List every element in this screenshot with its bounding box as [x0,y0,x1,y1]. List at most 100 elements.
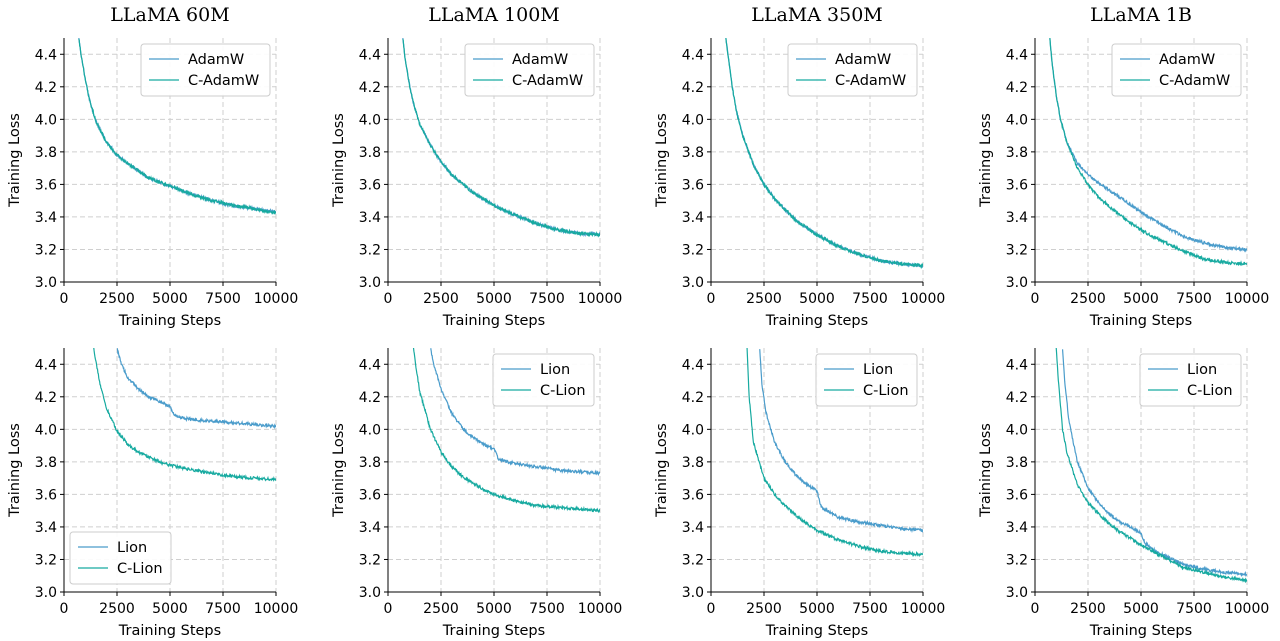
subplot-8: 0 2500 5000 7500 10000 3.0 3.2 3.4 3.6 3.8 4.0 4.2 4… [978,348,1269,639]
legend-box [140,43,271,97]
y-tick-label: 3.8 [359,455,381,471]
y-tick-label: 3.4 [682,520,704,536]
y-axis-label: Training Loss [654,423,670,518]
series-line-c-adamw [402,39,600,238]
y-tick-label: 4.2 [359,80,381,96]
legend-label: Lion [863,362,893,378]
legend-label: C-Lion [863,383,909,399]
y-tick-label: 3.8 [1006,455,1028,471]
x-tick-label: 2500 [423,601,459,617]
y-tick-label: 4.4 [35,47,57,63]
y-tick-label: 3.2 [682,242,704,258]
y-tick-label: 3.8 [682,145,704,161]
x-axis-label: Training Steps [1089,623,1192,639]
x-tick-label: 10000 [578,601,623,617]
y-tick-label: 4.2 [35,390,57,406]
y-axis-label: Training Loss [7,113,23,208]
y-tick-label: 4.0 [359,422,381,438]
y-tick-label: 4.0 [35,112,57,128]
x-tick-label: 10000 [1225,601,1270,617]
legend: AdamW C-AdamW [464,43,595,97]
y-tick-label: 3.6 [1006,487,1028,503]
x-tick-label: 2500 [1070,291,1106,307]
x-tick-label: 10000 [1225,291,1270,307]
x-tick-label: 2500 [99,601,135,617]
y-tick-label: 3.6 [35,487,57,503]
x-tick-label: 7500 [852,291,888,307]
y-tick-label: 3.2 [1006,242,1028,258]
y-tick-label: 3.4 [35,520,57,536]
series-line-c-adamw [78,38,276,215]
legend-label: C-AdamW [512,73,583,89]
legend-box [787,43,918,97]
y-tick-label: 4.0 [1006,112,1028,128]
y-tick-label: 4.4 [35,357,57,373]
subplot-1: 0 2500 5000 7500 10000 3.0 3.2 3.4 3.6 3.8 4.0 4.2 4… [7,4,298,329]
legend-label: AdamW [512,52,568,68]
x-tick-label: 2500 [423,291,459,307]
subplot-6: 0 2500 5000 7500 10000 3.0 3.2 3.4 3.6 3.8 4.0 4.2 4… [331,348,623,639]
series-line-c-adamw [725,38,923,270]
x-tick-label: 10000 [901,291,946,307]
x-tick-label: 7500 [852,601,888,617]
y-tick-label: 3.4 [1006,520,1028,536]
chart-title: LLaMA 1B [1090,4,1192,26]
legend-label: Lion [540,362,570,378]
x-tick-label: 5000 [799,291,835,307]
x-tick-label: 2500 [99,291,135,307]
legend-box [1111,43,1242,97]
series-line-c-adamw [1049,38,1247,267]
subplot-7: 0 2500 5000 7500 10000 3.0 3.2 3.4 3.6 3.8 4.0 4.2 4… [654,348,946,639]
legend-label: Lion [117,540,147,556]
y-tick-label: 3.0 [682,585,704,601]
x-tick-label: 5000 [1123,601,1159,617]
series-line-adamw [1049,38,1247,253]
legend-box [815,353,918,407]
legend-label: C-Lion [540,383,586,399]
y-tick-label: 3.8 [359,145,381,161]
x-tick-label: 10000 [578,291,623,307]
y-tick-label: 4.2 [682,390,704,406]
y-tick-label: 3.2 [1006,552,1028,568]
y-tick-label: 3.2 [359,242,381,258]
y-axis-label: Training Loss [7,423,23,518]
x-axis-label: Training Steps [442,313,545,329]
y-tick-label: 3.6 [682,177,704,193]
y-tick-label: 3.0 [682,275,704,291]
y-tick-label: 3.0 [359,585,381,601]
legend: AdamW C-AdamW [140,43,271,97]
x-axis-label: Training Steps [765,623,868,639]
y-tick-label: 3.4 [682,210,704,226]
x-tick-label: 7500 [1176,601,1212,617]
x-tick-label: 7500 [529,601,565,617]
x-tick-label: 10000 [254,601,299,617]
chart-title: LLaMA 350M [751,4,883,26]
x-tick-label: 2500 [746,601,782,617]
x-tick-label: 10000 [901,601,946,617]
y-tick-label: 3.6 [35,177,57,193]
y-tick-label: 3.8 [35,455,57,471]
x-tick-label: 0 [384,291,393,307]
x-axis-label: Training Steps [765,313,868,329]
y-tick-label: 4.2 [1006,390,1028,406]
legend: AdamW C-AdamW [1111,43,1242,97]
x-axis-label: Training Steps [1089,313,1192,329]
y-tick-label: 3.4 [359,210,381,226]
y-tick-label: 4.2 [682,80,704,96]
legend-box [492,353,595,407]
legend: Lion C-Lion [69,531,172,585]
legend-label: Lion [1187,362,1217,378]
y-tick-label: 4.2 [1006,80,1028,96]
y-axis-label: Training Loss [978,423,994,518]
x-tick-label: 0 [384,601,393,617]
x-tick-label: 5000 [476,291,512,307]
legend-label: AdamW [188,52,244,68]
subplot-2: 0 2500 5000 7500 10000 3.0 3.2 3.4 3.6 3.8 4.0 4.2 4… [331,4,622,329]
y-tick-label: 3.8 [1006,145,1028,161]
series-line-c-lion [93,348,276,483]
x-axis-label: Training Steps [118,313,221,329]
y-tick-label: 3.6 [682,487,704,503]
series-line-lion [116,348,276,430]
y-tick-label: 3.2 [35,242,57,258]
y-tick-label: 4.2 [35,80,57,96]
